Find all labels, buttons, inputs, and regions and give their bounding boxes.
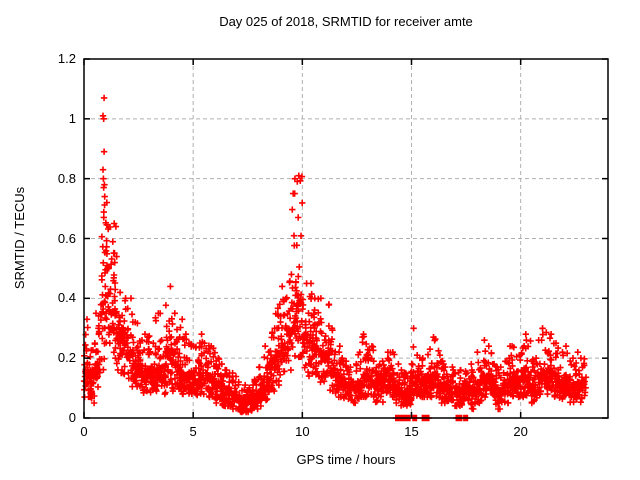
x-tick-label: 10 xyxy=(295,424,310,439)
x-tick-label: 0 xyxy=(80,424,88,439)
y-tick-label: 0 xyxy=(68,410,76,425)
x-tick-label: 5 xyxy=(189,424,197,439)
chart-title: Day 025 of 2018, SRMTID for receiver amt… xyxy=(219,14,473,29)
y-tick-label: 1.2 xyxy=(57,51,76,66)
x-tick-label: 20 xyxy=(513,424,528,439)
x-tick-label: 15 xyxy=(404,424,419,439)
y-tick-label: 0.8 xyxy=(57,170,76,186)
y-tick-label: 0.4 xyxy=(57,290,76,306)
y-tick-label: 1 xyxy=(68,110,76,126)
y-tick-label: 0.2 xyxy=(57,350,76,366)
x-axis-label: GPS time / hours xyxy=(296,452,396,467)
y-tick-label: 0.6 xyxy=(57,230,76,246)
